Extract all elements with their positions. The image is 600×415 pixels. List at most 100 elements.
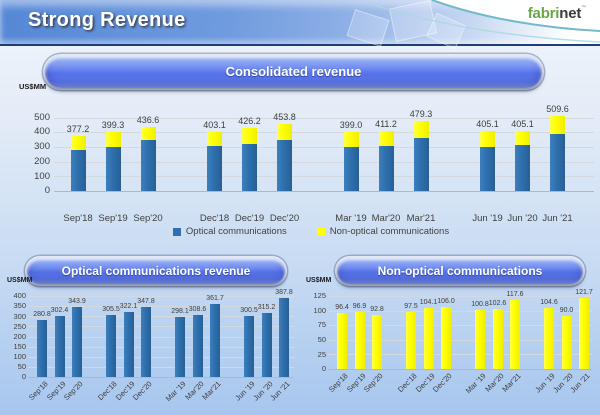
y-tick-label: 150 [13, 341, 26, 351]
bar [337, 312, 347, 369]
value-label: 436.6 [136, 114, 160, 125]
y-tick-label: 300 [13, 311, 26, 321]
bar-non-optical-segment [140, 126, 156, 141]
legend-label: Optical communications [185, 226, 287, 237]
gridline [54, 176, 594, 178]
bar-optical-segment [242, 143, 257, 191]
value-label: 298.1 [171, 307, 189, 315]
legend-swatch-optical [172, 227, 181, 236]
x-axis-line [54, 191, 594, 192]
y-tick-label: 50 [317, 335, 326, 345]
y-tick-label: 50 [17, 362, 26, 372]
gridline [54, 132, 594, 134]
value-label: 305.5 [102, 306, 120, 314]
value-label: 405.1 [511, 119, 534, 130]
y-tick-label: 100 [34, 170, 50, 182]
bar-optical-segment [480, 146, 495, 191]
value-label: 399.3 [101, 120, 125, 131]
value-label: 377.2 [66, 123, 90, 134]
y-tick-label: 400 [13, 291, 26, 301]
x-tick-label: Dec'19 [234, 213, 265, 224]
gridline [328, 310, 592, 312]
x-tick-label: Sep'20 [133, 213, 163, 224]
bar-non-optical-segment [343, 132, 359, 148]
value-label: 399.0 [339, 120, 363, 131]
x-tick-label: Jun '19 [472, 213, 503, 224]
value-label: 308.6 [188, 305, 207, 313]
value-label: 479.3 [409, 108, 433, 119]
legend-item: Optical communications [172, 226, 287, 237]
y-tick-label: 350 [13, 301, 26, 311]
bar-optical-segment [413, 137, 429, 191]
bar [175, 316, 185, 377]
bar [354, 312, 365, 369]
value-label: 97.5 [404, 303, 418, 311]
value-label: 322.1 [119, 302, 138, 310]
bar [406, 312, 416, 369]
gridline [328, 339, 592, 341]
x-axis-line [328, 369, 592, 370]
value-label: 92.8 [370, 305, 384, 313]
bar [106, 315, 116, 377]
bar-optical-segment [105, 146, 121, 191]
gridline [328, 325, 592, 327]
bar [54, 315, 65, 377]
bar-optical-segment [140, 140, 156, 191]
y-tick-label: 100 [313, 305, 326, 315]
optical-revenue-chart: 0 50 100 150 200 250 300 350 400 280.8 Sep'18 302.4… [0, 289, 300, 415]
bar [210, 303, 220, 377]
gridline [54, 146, 594, 148]
x-tick-label: Sep'19 [98, 213, 128, 224]
value-label: 280.8 [33, 311, 51, 319]
value-label: 403.1 [203, 119, 226, 130]
gridline [28, 306, 294, 308]
logo-text-dark: net [559, 5, 582, 22]
value-label: 104.1 [419, 299, 438, 307]
y-tick-label: 25 [317, 349, 326, 359]
x-axis-line [28, 377, 294, 378]
bar-non-optical-segment [515, 131, 530, 145]
value-label: 96.9 [352, 303, 367, 311]
value-label: 90.0 [559, 307, 574, 315]
bar [279, 298, 289, 377]
legend: Optical communications Non-optical commun… [28, 226, 594, 237]
bar-non-optical-segment [480, 131, 495, 147]
y-tick-label: 125 [313, 291, 326, 301]
value-label: 405.1 [476, 119, 499, 130]
units-label-non-optical: US$MM [306, 277, 332, 284]
value-label: 117.6 [506, 291, 524, 299]
y-tick-label: 300 [34, 141, 50, 153]
optical-revenue-banner: Optical communications revenue [27, 258, 285, 284]
y-tick-label: 0 [21, 372, 26, 382]
logo-text-green: fabri [527, 5, 560, 22]
value-label: 96.4 [335, 303, 349, 311]
bar-optical-segment [550, 133, 565, 191]
x-tick-label: Dec'20 [269, 213, 300, 224]
units-label-optical: US$MM [7, 277, 33, 284]
value-label: 106.0 [437, 298, 455, 306]
gridline [54, 117, 594, 119]
bar-non-optical-segment [550, 116, 565, 134]
bar-optical-segment [378, 145, 394, 191]
bar [261, 313, 272, 377]
bar [72, 307, 82, 377]
bar [510, 300, 520, 369]
bar [561, 316, 572, 369]
legend-swatch-non-optical [316, 227, 325, 236]
consolidated-revenue-banner: Consolidated revenue [45, 56, 542, 88]
slide-header: fabrinet™ Strong Revenue [0, 0, 600, 50]
swoosh-decoration [370, 0, 600, 43]
x-tick-label: Dec'18 [199, 213, 230, 224]
bar-optical-segment [515, 144, 530, 191]
gridline [28, 316, 294, 318]
bar-optical-segment [343, 147, 359, 191]
bar-optical-segment [277, 139, 292, 191]
bar-non-optical-segment [277, 124, 292, 140]
x-tick-label: Mar '19 [335, 213, 367, 224]
value-label: 102.6 [488, 300, 507, 308]
x-tick-label: Jun '21 [542, 213, 573, 224]
y-tick-label: 400 [34, 126, 50, 138]
bar [544, 307, 554, 369]
legend-item: Non-optical communications [316, 226, 449, 237]
